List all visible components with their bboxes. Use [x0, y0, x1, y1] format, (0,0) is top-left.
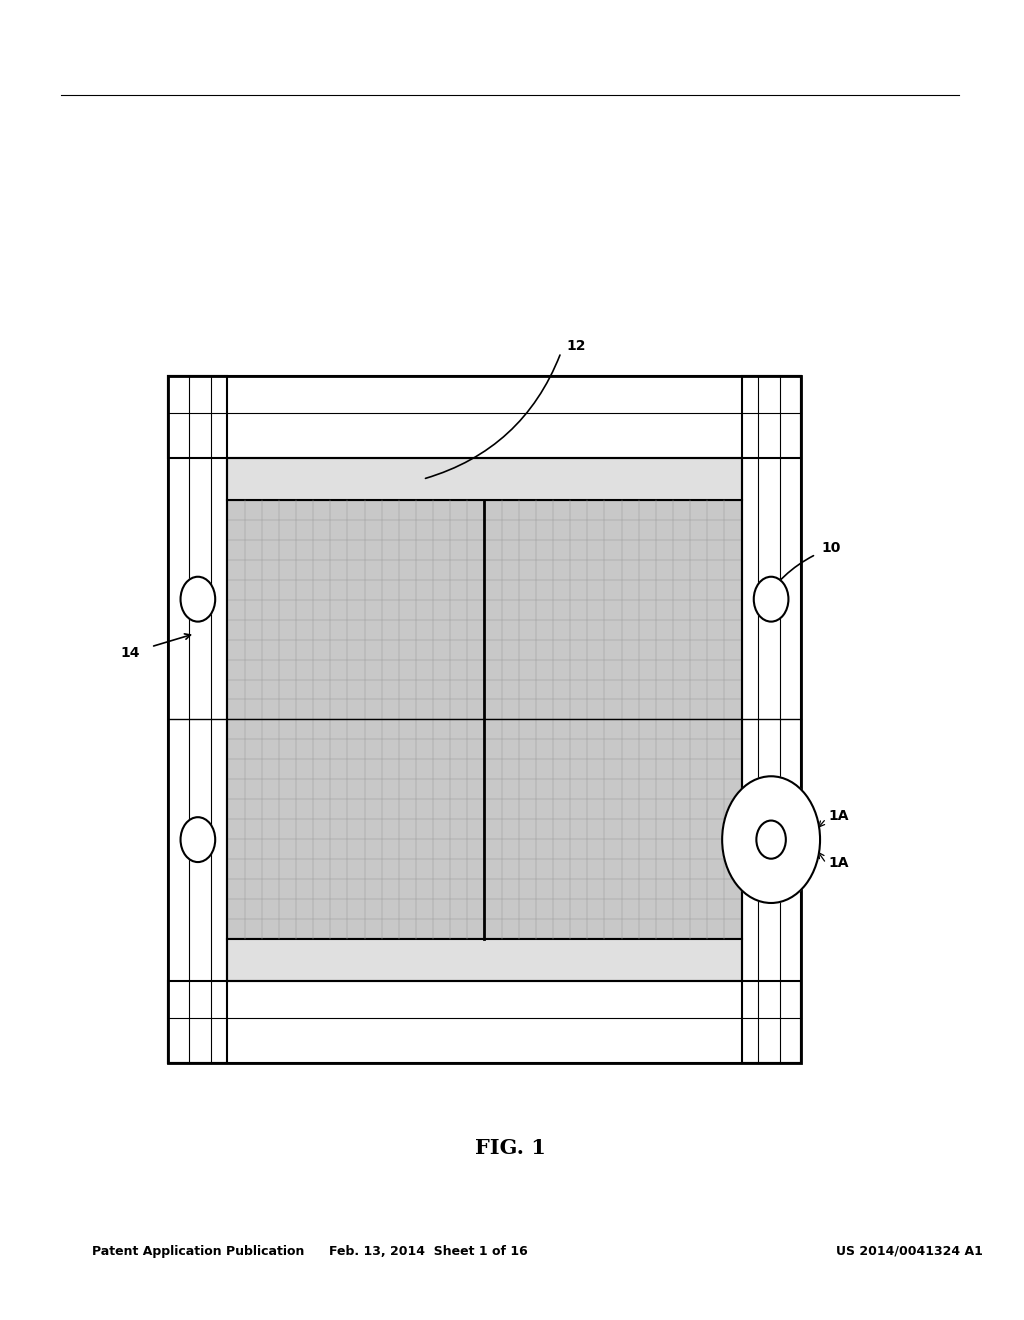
Text: 14: 14 — [121, 647, 140, 660]
Text: FIG. 1: FIG. 1 — [474, 1138, 546, 1159]
Circle shape — [754, 817, 788, 862]
Bar — [227, 458, 741, 500]
Circle shape — [722, 776, 820, 903]
Text: 1A: 1A — [828, 809, 849, 822]
Text: US 2014/0041324 A1: US 2014/0041324 A1 — [837, 1245, 983, 1258]
Text: 10: 10 — [821, 541, 841, 554]
Bar — [741, 376, 801, 1063]
Bar — [168, 376, 801, 458]
Circle shape — [180, 817, 215, 862]
Text: 1A: 1A — [828, 857, 849, 870]
Bar — [227, 500, 741, 939]
Bar — [168, 376, 801, 1063]
Bar — [168, 376, 227, 1063]
Text: Patent Application Publication: Patent Application Publication — [92, 1245, 304, 1258]
Text: 12: 12 — [566, 339, 586, 352]
Bar — [227, 939, 741, 981]
Circle shape — [180, 577, 215, 622]
Circle shape — [757, 821, 785, 859]
Bar — [168, 981, 801, 1063]
Text: Feb. 13, 2014  Sheet 1 of 16: Feb. 13, 2014 Sheet 1 of 16 — [329, 1245, 527, 1258]
Circle shape — [754, 577, 788, 622]
